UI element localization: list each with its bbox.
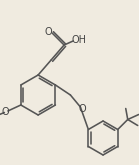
- Text: O: O: [1, 107, 9, 117]
- Text: O: O: [45, 27, 52, 37]
- Text: OH: OH: [72, 35, 87, 45]
- Text: O: O: [78, 103, 86, 114]
